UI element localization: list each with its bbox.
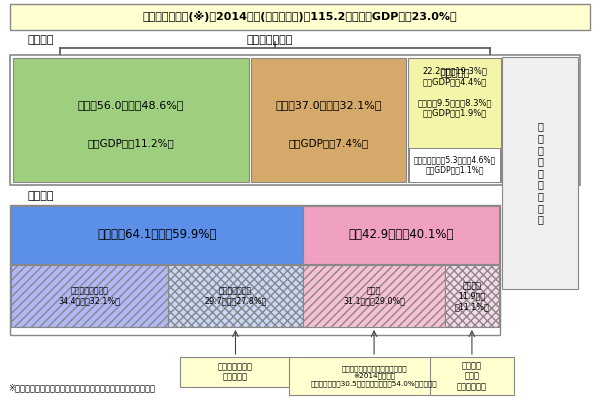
Text: 【負担】: 【負担】	[28, 191, 55, 201]
Bar	[409, 148, 500, 182]
Text: 医療　37.0兆円（32.1%）: 医療 37.0兆円（32.1%）	[275, 100, 382, 110]
Text: 各制度における
保険料負担: 各制度における 保険料負担	[218, 362, 253, 382]
Bar	[167, 265, 304, 327]
Bar	[10, 55, 580, 185]
Text: 国（一般会計）社会保障関係費等
※2014年度予算
社会保障関係費30.5兆円（一般歳出の54.0%を占める）: 国（一般会計）社会保障関係費等 ※2014年度予算 社会保障関係費30.5兆円（…	[311, 365, 437, 387]
Bar	[502, 57, 578, 289]
Text: うち地方
11.9兆円
（11.1%）: うち地方 11.9兆円 （11.1%）	[455, 281, 489, 311]
Text: 社会保障給付費: 社会保障給付費	[247, 35, 293, 45]
Text: 社会保障給付費(※)　2014年度(予算ベース)　115.2兆円（対GDP比　23.0%）: 社会保障給付費(※) 2014年度(予算ベース) 115.2兆円（対GDP比 2…	[143, 12, 457, 23]
Bar	[445, 265, 499, 327]
Text: 《対GDP比　7.4%》: 《対GDP比 7.4%》	[289, 138, 369, 148]
Bar	[251, 58, 406, 182]
Bar	[13, 58, 249, 182]
Text: うち国
31.1兆円（29.0%）: うち国 31.1兆円（29.0%）	[343, 286, 405, 306]
Text: 税　42.9兆円（40.1%）: 税 42.9兆円（40.1%）	[349, 228, 454, 242]
Text: 子ども・子育て5.3兆円（4.6%）
《対GDP比　1.1%》: 子ども・子育て5.3兆円（4.6%） 《対GDP比 1.1%》	[413, 155, 496, 175]
Bar	[11, 265, 167, 327]
Text: 都道府県
市町村
（一般財源）: 都道府県 市町村 （一般財源）	[457, 361, 487, 391]
Text: うち被保険者拠出
34.4兆円（32.1%）: うち被保険者拠出 34.4兆円（32.1%）	[58, 286, 120, 306]
Text: ※　社会保険給付の財源としてはこの他に資産収入などがある。: ※ 社会保険給付の財源としてはこの他に資産収入などがある。	[8, 384, 155, 392]
Bar	[430, 357, 514, 395]
Bar	[304, 265, 445, 327]
Bar	[10, 205, 500, 335]
Text: 年金　56.0兆円（48.6%）: 年金 56.0兆円（48.6%）	[78, 100, 184, 110]
Bar	[181, 357, 290, 387]
Bar	[289, 357, 459, 395]
Text: 《対GDP比　11.2%》: 《対GDP比 11.2%》	[88, 138, 175, 148]
Text: 【給付】: 【給付】	[28, 35, 55, 45]
Bar	[409, 148, 500, 182]
Text: 福祉その他: 福祉その他	[440, 67, 469, 77]
Text: 保険料　64.1兆円（59.9%）: 保険料 64.1兆円（59.9%）	[97, 228, 217, 242]
Bar	[10, 4, 590, 30]
Text: うち事業主拠出
29.7兆円（27.8%）: うち事業主拠出 29.7兆円（27.8%）	[204, 286, 266, 306]
Bar	[409, 58, 501, 182]
Bar	[304, 206, 499, 264]
Text: 22.2兆円（19.3%）
《対GDP比　4.4%》

うち介護9.5兆円（8.3%）
《対GDP比　1.9%》: 22.2兆円（19.3%） 《対GDP比 4.4%》 うち介護9.5兆円（8.3…	[418, 67, 492, 117]
Text: 積
立
金
の
運
用
収
入
等: 積 立 金 の 運 用 収 入 等	[537, 122, 543, 224]
Bar	[11, 206, 304, 264]
